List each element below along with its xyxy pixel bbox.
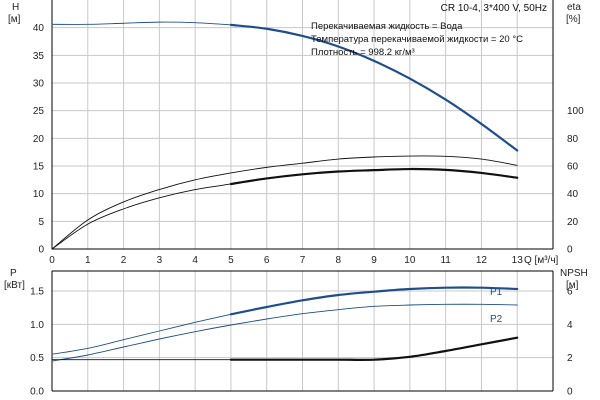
panel-0-right-tick-label: 100	[567, 106, 584, 117]
top-right-axis-title: eta [%]	[566, 2, 584, 25]
panel-0-left-tick-label: 0	[38, 245, 44, 256]
panel-0-left-tick-label: 5	[38, 217, 44, 228]
top-right-axis-title-l2: [%]	[566, 14, 581, 25]
top-right-axis-title-l1: eta	[567, 2, 581, 13]
panel-1-left-tick-label: 0.5	[30, 353, 44, 364]
panel-0-right-tick-label: 40	[567, 189, 579, 200]
panel-1-series-2-thick-curve	[229, 336, 519, 361]
panel-1-left-tick-label: 1.5	[30, 287, 44, 298]
info-line-density: Плотность = 998.2 кг/м³	[311, 47, 415, 58]
bottom-left-axis-title-l2: [кВт]	[4, 280, 25, 291]
top-left-axis-title-l1: H	[12, 2, 19, 13]
panel-1-right-tick-label: 4	[567, 320, 573, 331]
curve-layer	[51, 21, 519, 362]
panel-1-right-tick-label: 6	[567, 287, 573, 298]
panel-1-left-tick-label: 1.0	[30, 320, 44, 331]
x-tick-label: 5	[228, 255, 234, 266]
panel-0-left-tick-label: 40	[33, 23, 45, 34]
x-tick-label: 10	[404, 255, 416, 266]
x-tick-label: 13	[512, 255, 524, 266]
info-line-liquid: Перекачиваемая жидкость = Вода	[311, 21, 463, 32]
x-tick-label: 9	[371, 255, 377, 266]
x-tick-label: 0	[49, 255, 55, 266]
panel-1-p1-thick-curve	[229, 286, 519, 316]
top-left-axis-title: H [м]	[8, 2, 22, 25]
panel-0-left-tick-label: 20	[33, 134, 45, 145]
panel-1-right-tick-label: 0	[567, 387, 573, 398]
panel-0-right-tick-label: 0	[567, 245, 573, 256]
series-label-p1: P1	[490, 287, 503, 298]
panel-0-right-tick-label: 60	[567, 162, 579, 173]
x-tick-label: 3	[157, 255, 163, 266]
x-tick-label: 7	[300, 255, 306, 266]
panel-0-series-2-thin-curve	[51, 183, 232, 250]
grid-layer	[52, 0, 553, 391]
text-layer: H [м] eta [%] P [кВт] NPSH [м] Q [м³/ч] …	[4, 2, 591, 398]
bottom-left-axis-title-l1: P	[10, 268, 17, 279]
bottom-left-axis-title: P [кВт]	[4, 268, 25, 291]
x-tick-label: 4	[192, 255, 198, 266]
x-tick-label: 6	[264, 255, 270, 266]
panel-1-right-tick-label: 2	[567, 353, 573, 364]
panel-0-left-tick-label: 10	[33, 189, 45, 200]
info-line-temperature: Температура перекачиваемой жидкости = 20…	[311, 34, 523, 45]
panel-1-left-tick-label: 0.0	[30, 387, 44, 398]
panel-0-series-0-thick-curve	[229, 23, 519, 152]
panel-1-p2-thin-curve	[51, 303, 518, 362]
x-axis-title: Q [м³/ч]	[524, 255, 559, 266]
axis-layer	[51, 0, 554, 392]
panel-0-left-tick-label: 15	[33, 162, 45, 173]
bottom-right-axis-title-l1: NPSH	[560, 268, 588, 279]
x-tick-label: 12	[476, 255, 488, 266]
pump-model-label: CR 10-4, 3*400 V, 50Hz	[441, 3, 547, 14]
bottom-right-axis-title-l2: [м]	[566, 280, 579, 291]
x-tick-label: 2	[121, 255, 127, 266]
panel-0-series-0-thin-curve	[51, 21, 232, 26]
x-tick-label: 8	[336, 255, 342, 266]
panel-0-left-tick-label: 30	[33, 79, 45, 90]
series-label-p2: P2	[490, 314, 503, 325]
panel-0-right-tick-label: 20	[567, 217, 579, 228]
panel-0-left-tick-label: 25	[33, 106, 45, 117]
bottom-right-axis-title: NPSH [м]	[560, 268, 591, 291]
top-left-axis-title-l2: [м]	[8, 14, 21, 25]
panel-0-left-tick-label: 35	[33, 51, 45, 62]
panel-1-p1-thin-curve	[51, 313, 232, 355]
x-tick-label: 11	[440, 255, 451, 266]
x-tick-label: 1	[85, 255, 91, 266]
panel-0-series-2-thick-curve	[229, 167, 519, 186]
panel-0-right-tick-label: 80	[567, 134, 579, 145]
panel-0-series-1-thin-curve	[51, 155, 518, 250]
